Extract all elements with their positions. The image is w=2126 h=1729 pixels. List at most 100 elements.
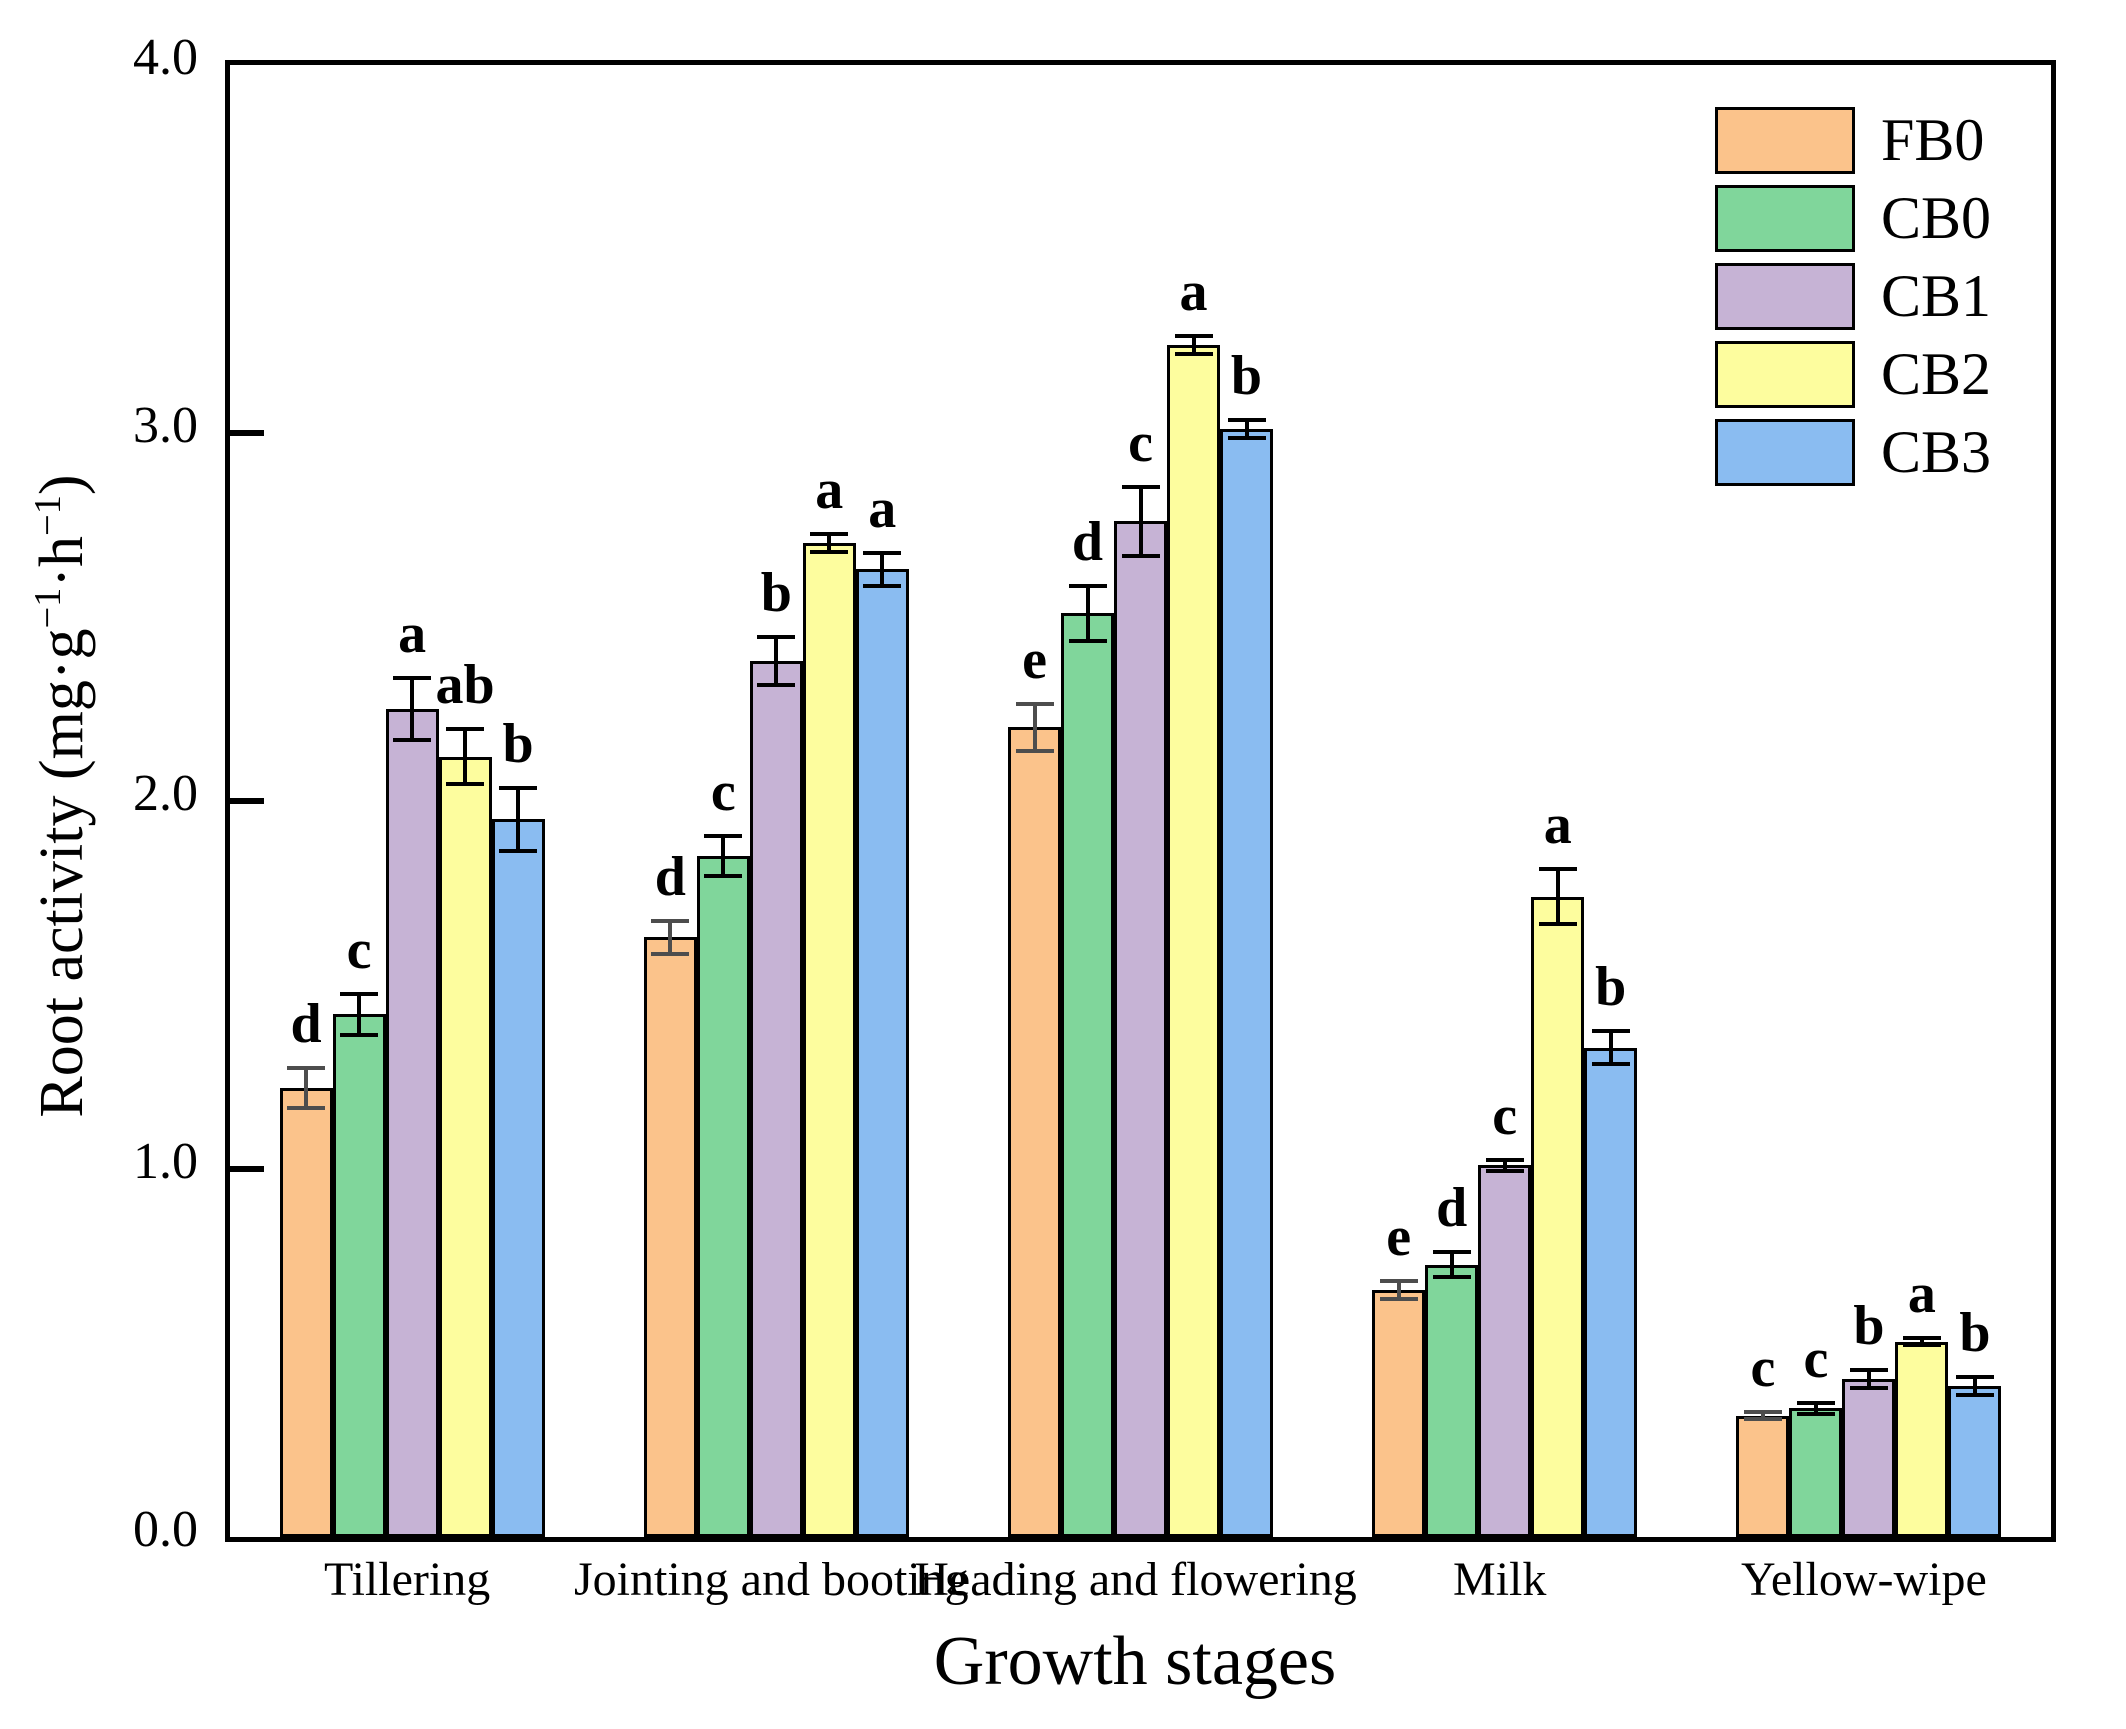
bar-cb0[interactable] — [1425, 1264, 1479, 1537]
bar-fb0[interactable] — [643, 937, 697, 1537]
error-bar-line — [1866, 1367, 1871, 1390]
error-bar — [1743, 1410, 1782, 1422]
error-bar-cap-top — [651, 918, 690, 923]
significance-letter: a — [1543, 794, 1572, 857]
error-bar-cap-bottom — [1591, 1061, 1630, 1066]
significance-letter: a — [398, 602, 427, 665]
error-bar-cap-top — [757, 635, 796, 640]
bar-cb1[interactable] — [385, 709, 439, 1537]
error-bar-cap-bottom — [1849, 1385, 1888, 1390]
error-bar-line — [410, 675, 415, 743]
error-bar-line — [516, 786, 521, 853]
bar-fb0[interactable] — [1372, 1290, 1426, 1537]
legend: FB0 CB0 CB1 CB2 CB3 — [1715, 106, 1991, 496]
legend-item-cb0: CB0 — [1715, 184, 1991, 252]
legend-label-fb0: FB0 — [1881, 107, 1985, 173]
error-bar-line — [1138, 484, 1143, 559]
bar-cb0[interactable] — [1789, 1408, 1843, 1537]
bar-cb1[interactable] — [1842, 1378, 1896, 1537]
bar-cb2[interactable] — [438, 756, 492, 1537]
error-bar-line — [827, 532, 832, 555]
error-bar-cap-bottom — [1485, 1168, 1524, 1173]
significance-letter: b — [502, 713, 534, 776]
legend-swatch-fb0 — [1715, 106, 1855, 174]
bar-fb0[interactable] — [1736, 1415, 1790, 1537]
x-axis-title: Growth stages — [933, 1623, 1337, 1700]
error-bar-cap-top — [446, 727, 485, 732]
error-bar — [863, 550, 902, 588]
legend-swatch-cb2 — [1715, 340, 1855, 408]
legend-swatch-cb0 — [1715, 184, 1855, 252]
error-bar-cap-top — [1902, 1336, 1941, 1341]
y-tick-label: 4.0 — [133, 29, 198, 87]
legend-item-cb2: CB2 — [1715, 340, 1991, 408]
error-bar — [757, 635, 796, 687]
bar-cb3[interactable] — [1584, 1047, 1638, 1537]
significance-letter: b — [1230, 345, 1263, 408]
error-bar-cap-top — [1015, 701, 1054, 706]
x-category-label: Tillering — [323, 1553, 491, 1606]
error-bar-cap-top — [1796, 1400, 1835, 1405]
error-bar — [446, 727, 485, 787]
error-bar-cap-bottom — [446, 782, 485, 787]
bar-cb1[interactable] — [1114, 521, 1167, 1537]
y-tick-label: 0.0 — [133, 1501, 198, 1559]
error-bar-line — [1032, 701, 1037, 754]
error-bar-line — [1760, 1410, 1765, 1422]
error-bar — [1015, 701, 1054, 754]
bar-cb3[interactable] — [855, 569, 909, 1537]
error-bar-cap-bottom — [1538, 922, 1577, 927]
error-bar-cap-bottom — [704, 874, 743, 879]
error-bar-cap-top — [340, 992, 379, 997]
bar-cb2[interactable] — [1167, 344, 1220, 1537]
bar-cb3[interactable] — [491, 819, 545, 1537]
error-bar-cap-bottom — [651, 951, 690, 956]
significance-letter: c — [1750, 1337, 1776, 1400]
significance-letter: c — [710, 761, 736, 824]
error-bar — [1432, 1249, 1471, 1280]
bar-cb2[interactable] — [802, 543, 856, 1537]
error-bar-line — [1396, 1279, 1401, 1302]
error-bar — [1591, 1029, 1630, 1066]
error-bar-cap-bottom — [1379, 1297, 1418, 1302]
bar-fb0[interactable] — [1008, 727, 1061, 1537]
significance-letter: e — [1022, 628, 1047, 691]
error-bar-cap-top — [1174, 333, 1213, 338]
bar-cb2[interactable] — [1531, 896, 1585, 1537]
significance-letter: d — [1071, 510, 1104, 573]
error-bar-cap-bottom — [863, 583, 902, 588]
error-bar-line — [463, 727, 468, 787]
error-bar-cap-bottom — [1796, 1411, 1835, 1416]
significance-letter: e — [1386, 1206, 1412, 1269]
bar-cb1[interactable] — [1478, 1165, 1532, 1537]
significance-letter: a — [815, 459, 844, 522]
error-bar-line — [1919, 1336, 1924, 1348]
y-tick-label: 1.0 — [133, 1133, 198, 1191]
error-bar — [1796, 1400, 1835, 1416]
bar-cb0[interactable] — [1061, 613, 1114, 1537]
bar-cb0[interactable] — [696, 856, 750, 1537]
bar-cb3[interactable] — [1948, 1386, 2002, 1537]
error-bar-line — [1085, 583, 1090, 643]
bar-fb0[interactable] — [279, 1088, 333, 1537]
error-bar-cap-top — [1227, 418, 1266, 423]
error-bar — [810, 532, 849, 555]
bar-cb2[interactable] — [1895, 1341, 1949, 1537]
bar-cb1[interactable] — [749, 661, 803, 1537]
error-bar-line — [721, 834, 726, 879]
bar-cb3[interactable] — [1220, 429, 1273, 1537]
legend-label-cb0: CB0 — [1881, 185, 1992, 251]
error-bar-cap-top — [1432, 1249, 1471, 1254]
x-category-label: Milk — [1453, 1553, 1547, 1606]
error-bar-line — [774, 635, 779, 687]
y-axis-title-sup1: −1 — [27, 587, 70, 629]
significance-letter: c — [1803, 1327, 1829, 1390]
error-bar-line — [1502, 1157, 1507, 1173]
error-bar-line — [880, 550, 885, 588]
y-tick-mark — [230, 430, 264, 436]
error-bar-line — [668, 918, 673, 956]
error-bar-cap-bottom — [287, 1106, 326, 1111]
error-bar — [651, 918, 690, 956]
significance-letter: a — [868, 477, 897, 540]
bar-cb0[interactable] — [332, 1014, 386, 1537]
